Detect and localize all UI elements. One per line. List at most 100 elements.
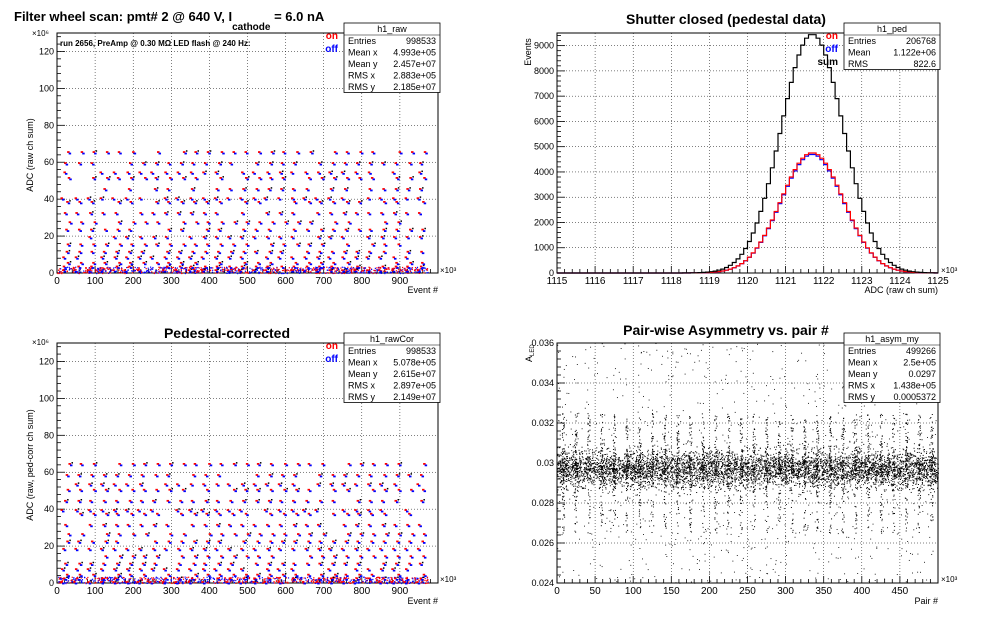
off-point — [375, 272, 377, 274]
off-point — [130, 575, 133, 578]
off-point — [347, 244, 351, 247]
on-point — [309, 151, 313, 153]
x-tick-label: 100 — [625, 586, 642, 597]
off-point — [253, 270, 257, 273]
off-point — [206, 580, 209, 582]
on-point — [296, 533, 300, 535]
off-point — [373, 534, 377, 537]
on-point — [94, 582, 96, 584]
on-point — [138, 197, 142, 200]
off-point — [379, 272, 381, 274]
on-point — [66, 540, 69, 543]
off-point — [215, 257, 219, 260]
off-point — [335, 222, 339, 225]
on-point — [192, 271, 194, 273]
off-point — [237, 268, 240, 270]
on-point — [164, 212, 167, 214]
off-point — [347, 152, 350, 155]
on-point — [378, 256, 381, 259]
off-point — [124, 582, 126, 584]
off-point — [427, 271, 429, 274]
asym-point — [820, 458, 822, 460]
off-point — [222, 152, 225, 155]
on-point — [142, 573, 146, 576]
off-point — [369, 252, 373, 255]
on-point — [306, 580, 308, 583]
off-point — [217, 582, 219, 584]
on-point — [182, 177, 185, 179]
on-point — [65, 250, 69, 253]
on-point — [204, 474, 207, 476]
on-point — [241, 271, 243, 273]
asym-point — [860, 464, 862, 466]
off-point — [400, 577, 402, 579]
scan-point — [347, 227, 350, 230]
off-point — [98, 578, 101, 580]
scan-point — [360, 511, 362, 514]
asym-point — [882, 467, 884, 469]
scan-point — [368, 255, 371, 257]
off-point — [195, 272, 197, 274]
on-point — [60, 509, 63, 511]
on-point — [175, 197, 178, 200]
on-point — [370, 177, 374, 179]
on-point — [92, 512, 96, 515]
on-point — [224, 577, 226, 579]
on-point — [366, 269, 369, 272]
x-tick-label: 700 — [315, 276, 332, 287]
off-point — [282, 272, 284, 275]
scan-point — [336, 176, 338, 178]
scan-point — [120, 220, 123, 222]
on-point — [104, 555, 107, 558]
asym-point — [896, 468, 898, 470]
off-point — [70, 268, 72, 270]
scan-point — [230, 547, 232, 549]
on-point — [327, 256, 330, 259]
on-point — [113, 256, 117, 259]
off-point — [305, 257, 308, 260]
on-point — [385, 271, 387, 273]
off-point — [342, 484, 346, 487]
on-point — [114, 576, 116, 578]
off-point — [127, 582, 130, 585]
off-point — [207, 202, 210, 205]
off-point — [189, 582, 192, 585]
scan-point — [182, 161, 185, 163]
off-point — [191, 484, 194, 487]
off-point — [225, 266, 228, 268]
off-point — [318, 269, 320, 271]
off-point — [176, 510, 180, 513]
asym-point — [884, 478, 886, 480]
on-point — [397, 463, 401, 465]
scan-point — [222, 176, 224, 178]
scan-point — [107, 539, 110, 542]
on-point — [151, 212, 154, 214]
scan-point — [246, 261, 249, 263]
asym-point — [741, 476, 743, 478]
on-point — [255, 474, 259, 476]
asym-point — [682, 461, 684, 463]
off-point — [418, 198, 421, 201]
off-point — [203, 569, 207, 572]
off-point — [357, 542, 361, 544]
on-point — [343, 562, 346, 565]
asym-point — [932, 474, 934, 476]
on-point — [252, 581, 255, 583]
off-point — [218, 475, 222, 478]
on-point — [381, 265, 385, 268]
scan-point — [307, 547, 310, 549]
asym-point — [760, 475, 762, 477]
off-point — [410, 178, 414, 181]
asym-point — [654, 458, 656, 460]
off-point — [336, 578, 338, 580]
off-point — [385, 490, 388, 493]
on-point — [354, 509, 357, 511]
on-point — [131, 488, 134, 491]
on-point — [405, 577, 409, 580]
on-point — [100, 568, 103, 571]
x-tick-label: 800 — [353, 586, 370, 597]
on-point — [107, 579, 109, 581]
off-point — [60, 268, 62, 270]
on-point — [359, 555, 362, 558]
on-point — [403, 581, 406, 583]
